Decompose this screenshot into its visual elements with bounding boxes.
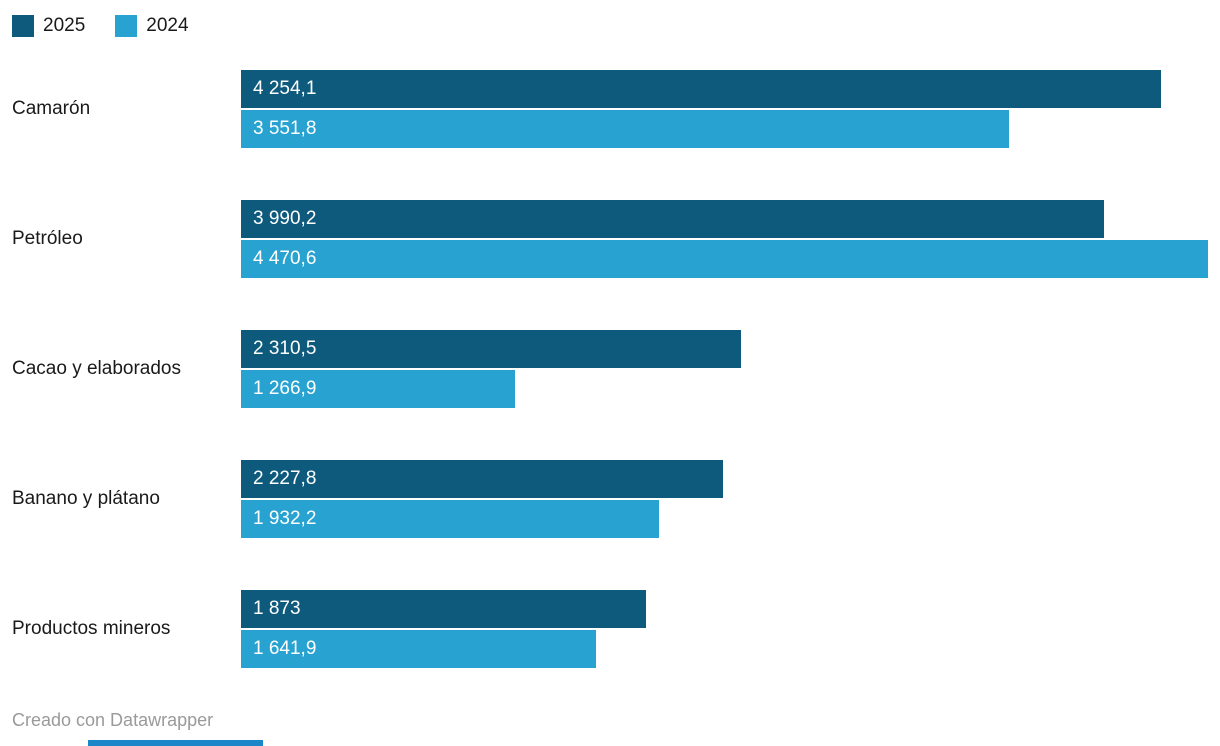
bar-2025: 4 254,1 [241,70,1162,108]
legend: 2025 2024 [12,15,189,37]
bar-value-label: 3 551,8 [253,118,317,139]
bar-value-label: 1 266,9 [253,378,317,399]
category-label: Camarón [12,98,91,119]
bar-value-label: 4 254,1 [253,78,317,99]
bar-2024: 4 470,6 [241,240,1208,278]
bar-2024: 1 641,9 [241,630,597,668]
category-label: Banano y plátano [12,488,160,509]
bar-value-label: 1 873 [253,598,301,619]
legend-label-2025: 2025 [43,15,86,36]
bar-group: Banano y plátano 2 227,8 1 932,2 [0,460,1220,538]
bar-pair: 1 873 1 641,9 [241,590,1208,668]
bar-group: Camarón 4 254,1 3 551,8 [0,70,1220,148]
bar-2024: 3 551,8 [241,110,1010,148]
category-label: Petróleo [12,228,83,249]
bar-2025: 3 990,2 [241,200,1105,238]
bar-value-label: 1 641,9 [253,638,317,659]
legend-swatch-2025 [12,15,34,37]
bar-value-label: 2 310,5 [253,338,317,359]
bar-pair: 3 990,2 4 470,6 [241,200,1208,278]
bar-2025: 1 873 [241,590,647,628]
bar-value-label: 3 990,2 [253,208,317,229]
legend-swatch-2024 [115,15,138,37]
bar-group: Productos mineros 1 873 1 641,9 [0,590,1220,668]
bar-value-label: 1 932,2 [253,508,317,529]
bar-pair: 2 310,5 1 266,9 [241,330,1208,408]
bar-pair: 4 254,1 3 551,8 [241,70,1208,148]
category-label: Cacao y elaborados [12,358,181,379]
bar-group: Cacao y elaborados 2 310,5 1 266,9 [0,330,1220,408]
bar-group: Petróleo 3 990,2 4 470,6 [0,200,1220,278]
bar-2025: 2 310,5 [241,330,741,368]
bar-2025: 2 227,8 [241,460,723,498]
legend-item-2025: 2025 [12,15,85,37]
bar-pair: 2 227,8 1 932,2 [241,460,1208,538]
bar-2024: 1 932,2 [241,500,659,538]
bar-value-label: 4 470,6 [253,248,317,269]
bar-value-label: 2 227,8 [253,468,317,489]
legend-label-2024: 2024 [146,15,189,36]
legend-item-2024: 2024 [115,15,189,37]
category-label: Productos mineros [12,618,171,639]
bottom-edge-strip [88,740,263,746]
bar-2024: 1 266,9 [241,370,516,408]
footer-credit: Creado con Datawrapper [12,710,214,730]
